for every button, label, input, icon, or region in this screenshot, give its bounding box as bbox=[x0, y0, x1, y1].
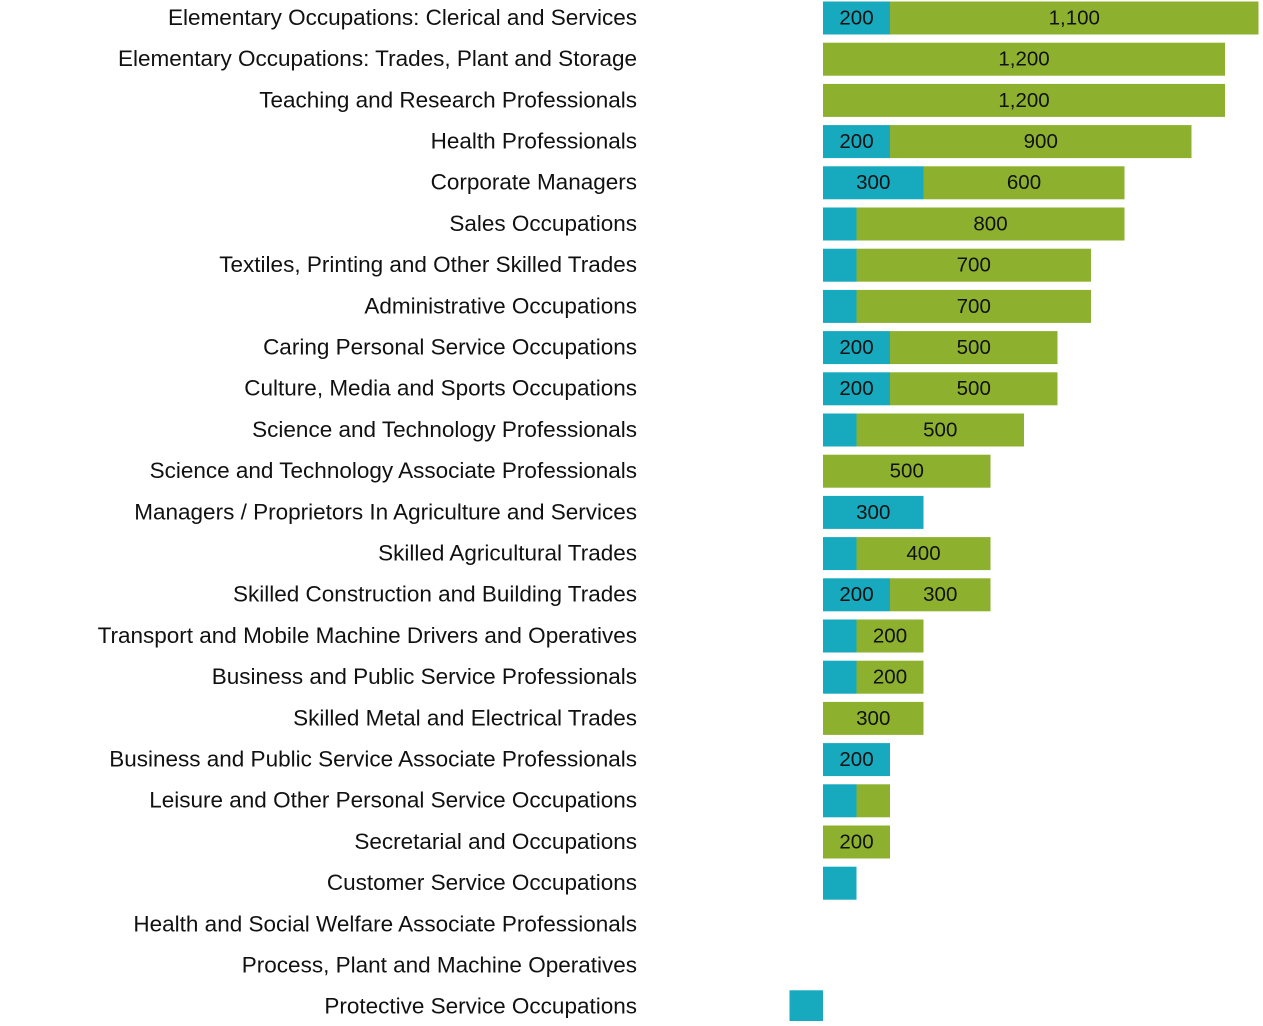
value-label: 200 bbox=[839, 6, 873, 29]
bar-segment bbox=[823, 207, 857, 241]
category-label: Business and Public Service Professional… bbox=[212, 664, 637, 689]
category-label: Science and Technology Associate Profess… bbox=[150, 458, 637, 483]
bar-segment bbox=[890, 372, 1058, 406]
bar-segment bbox=[856, 784, 890, 818]
value-label: 300 bbox=[856, 707, 890, 730]
category-label: Teaching and Research Professionals bbox=[259, 87, 637, 112]
value-label: 300 bbox=[856, 501, 890, 524]
value-label: 200 bbox=[839, 377, 873, 400]
category-label: Business and Public Service Associate Pr… bbox=[109, 747, 637, 772]
value-label: 500 bbox=[890, 460, 924, 483]
value-label: 200 bbox=[839, 336, 873, 359]
category-label: Sales Occupations bbox=[449, 211, 637, 236]
value-label: 1,200 bbox=[998, 89, 1049, 112]
category-label: Skilled Construction and Building Trades bbox=[233, 582, 637, 607]
category-label: Process, Plant and Machine Operatives bbox=[242, 953, 637, 978]
category-label: Caring Personal Service Occupations bbox=[263, 335, 637, 360]
bar-segment bbox=[890, 125, 1192, 159]
bar-segment bbox=[890, 331, 1058, 365]
value-label: 300 bbox=[856, 171, 890, 194]
value-label: 200 bbox=[839, 583, 873, 606]
value-label: 700 bbox=[957, 295, 991, 318]
bar-segment bbox=[823, 166, 924, 200]
bar-segment bbox=[823, 125, 890, 159]
bar-segment bbox=[856, 248, 1091, 282]
category-label: Secretarial and Occupations bbox=[354, 829, 637, 854]
value-label: 200 bbox=[839, 748, 873, 771]
category-label: Leisure and Other Personal Service Occup… bbox=[149, 788, 637, 813]
bar-segment bbox=[856, 537, 991, 571]
value-label: 500 bbox=[923, 418, 957, 441]
bar-segment bbox=[823, 619, 857, 653]
category-label: Elementary Occupations: Trades, Plant an… bbox=[118, 46, 637, 71]
value-label: 200 bbox=[873, 624, 907, 647]
bar-segment bbox=[823, 784, 857, 818]
category-label: Transport and Mobile Machine Drivers and… bbox=[98, 623, 637, 648]
value-label: 1,100 bbox=[1049, 6, 1100, 29]
bar-segment bbox=[823, 42, 1225, 76]
value-label: 800 bbox=[973, 212, 1007, 235]
bar-segment bbox=[856, 619, 924, 653]
bar-segment bbox=[823, 825, 890, 859]
bar-segment bbox=[856, 207, 1125, 241]
value-label: 200 bbox=[839, 830, 873, 853]
category-label: Customer Service Occupations bbox=[327, 870, 637, 895]
value-label: 700 bbox=[957, 254, 991, 277]
bar-segment bbox=[823, 289, 857, 323]
value-label: 500 bbox=[957, 377, 991, 400]
bar-segment bbox=[823, 454, 991, 488]
value-label: 1,200 bbox=[998, 48, 1049, 71]
category-label: Skilled Metal and Electrical Trades bbox=[293, 705, 637, 730]
value-label: 900 bbox=[1024, 130, 1058, 153]
value-label: 200 bbox=[839, 130, 873, 153]
value-label: 300 bbox=[923, 583, 957, 606]
bar-segment bbox=[823, 1, 890, 35]
bar-segment bbox=[823, 372, 890, 406]
bar-segment bbox=[856, 413, 1024, 447]
category-label: Elementary Occupations: Clerical and Ser… bbox=[168, 5, 637, 30]
bar-segment bbox=[823, 537, 857, 571]
category-label: Corporate Managers bbox=[431, 170, 637, 195]
value-label: 500 bbox=[957, 336, 991, 359]
value-label: 400 bbox=[906, 542, 940, 565]
bar-segment bbox=[856, 660, 924, 694]
bar-segment bbox=[823, 660, 857, 694]
category-label: Health and Social Welfare Associate Prof… bbox=[133, 911, 637, 936]
category-label: Textiles, Printing and Other Skilled Tra… bbox=[219, 252, 637, 277]
bar-segment bbox=[823, 743, 890, 777]
bar-segment bbox=[823, 413, 857, 447]
value-label: 200 bbox=[873, 666, 907, 689]
category-label: Skilled Agricultural Trades bbox=[378, 541, 637, 566]
bar-segment bbox=[823, 578, 890, 612]
bar-segment bbox=[890, 1, 1259, 35]
bar-segment bbox=[856, 289, 1091, 323]
bar-segment bbox=[823, 248, 857, 282]
bar-segment bbox=[890, 578, 991, 612]
bar-segment bbox=[823, 331, 890, 365]
category-label: Administrative Occupations bbox=[364, 293, 637, 318]
category-label: Culture, Media and Sports Occupations bbox=[244, 376, 637, 401]
value-label: 600 bbox=[1007, 171, 1041, 194]
category-label: Health Professionals bbox=[431, 129, 637, 154]
bar-segment bbox=[823, 495, 924, 529]
category-label: Managers / Proprietors In Agriculture an… bbox=[134, 499, 637, 524]
bar-segment bbox=[789, 990, 823, 1024]
category-label: Protective Service Occupations bbox=[324, 994, 637, 1019]
bar-segment bbox=[823, 701, 924, 735]
bar-segment bbox=[823, 866, 857, 900]
bar-segment bbox=[923, 166, 1125, 200]
bar-segment bbox=[823, 83, 1225, 117]
category-label: Science and Technology Professionals bbox=[252, 417, 637, 442]
